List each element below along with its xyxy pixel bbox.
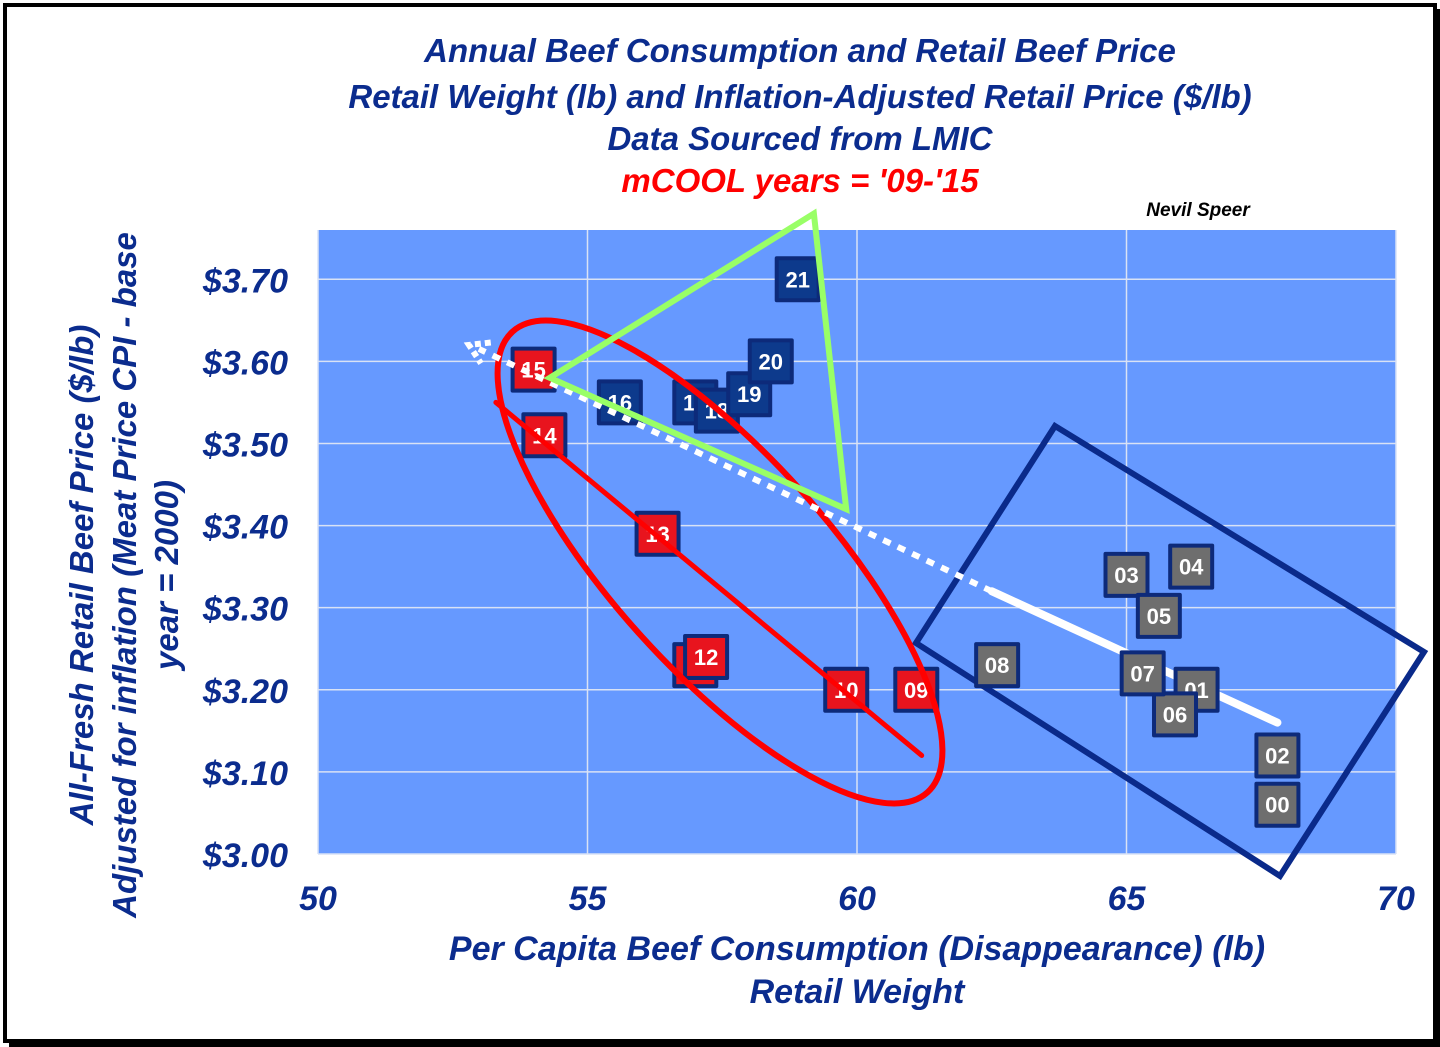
- point-marker: [978, 646, 1017, 685]
- point-label: 05: [1147, 604, 1171, 629]
- y-tick-label: $3.70: [202, 262, 288, 300]
- trend-arrow-head: [463, 339, 492, 365]
- mcool-trend-line: [493, 399, 925, 758]
- point-marker: [1258, 785, 1297, 824]
- point-label: 03: [1114, 563, 1138, 588]
- y-axis-title-1: All-Fresh Retail Beef Price ($/lb): [63, 325, 100, 827]
- y-tick-label: $3.10: [202, 755, 288, 793]
- x-axis-title-1: Per Capita Beef Consumption (Disappearan…: [449, 930, 1265, 968]
- early-years-box: [911, 421, 1429, 881]
- point-marker: [514, 350, 553, 389]
- point-marker: [778, 260, 817, 299]
- point-marker: [1107, 555, 1146, 594]
- point-marker: [687, 637, 726, 676]
- point-marker: [751, 342, 790, 381]
- point-marker: [1156, 695, 1195, 734]
- x-tick-label: 70: [1377, 880, 1415, 918]
- point-19: 19: [726, 371, 773, 418]
- author-credit: Nevil Speer: [1146, 200, 1251, 221]
- chart-title: Annual Beef Consumption and Retail Beef …: [423, 32, 1176, 69]
- point-05: 05: [1135, 592, 1182, 639]
- point-07: 07: [1119, 650, 1166, 697]
- point-00: 00: [1254, 781, 1301, 828]
- y-axis-title-3: year = 2000): [148, 480, 185, 672]
- y-axis-title-2: Adjusted for inflation (Meat Price CPI -…: [106, 232, 143, 919]
- x-tick-label: 65: [1108, 880, 1147, 918]
- point-20: 20: [747, 338, 794, 385]
- point-label: 07: [1130, 661, 1154, 686]
- point-06: 06: [1152, 691, 1199, 738]
- chart-subtitle-1: Retail Weight (lb) and Inflation-Adjuste…: [348, 78, 1251, 115]
- point-label: 21: [785, 267, 809, 292]
- y-tick-label: $3.30: [202, 591, 288, 629]
- point-label: 04: [1179, 555, 1204, 580]
- point-label: 02: [1265, 743, 1289, 768]
- point-label: 20: [759, 349, 783, 374]
- point-label: 00: [1265, 793, 1289, 818]
- y-tick-labels: $3.00 $3.10 $3.20 $3.30 $3.40 $3.50 $3.60 $3.70: [202, 262, 288, 875]
- point-12: 12: [683, 633, 730, 680]
- recent-years-triangle: [543, 208, 850, 515]
- point-label: 08: [985, 653, 1009, 678]
- point-marker: [1258, 736, 1297, 775]
- point-04: 04: [1168, 543, 1215, 590]
- y-tick-label: $3.50: [202, 426, 288, 464]
- point-08: 08: [974, 642, 1021, 689]
- point-marker: [1123, 654, 1162, 693]
- point-14: 14: [521, 412, 568, 459]
- mcool-note: mCOOL years = '09-'15: [621, 162, 979, 199]
- x-tick-label: 50: [299, 880, 337, 918]
- x-tick-labels: 50 55 60 65 70: [299, 880, 1415, 918]
- x-tick-label: 60: [838, 880, 876, 918]
- x-tick-label: 55: [569, 880, 608, 918]
- annotations-over: [463, 208, 994, 807]
- point-marker: [1172, 547, 1211, 586]
- point-21: 21: [774, 256, 821, 303]
- y-tick-label: $3.40: [202, 509, 288, 547]
- grid-lines: [317, 230, 1397, 855]
- point-label: 06: [1163, 702, 1187, 727]
- y-tick-label: $3.60: [202, 344, 288, 382]
- point-label: 12: [694, 645, 718, 670]
- y-tick-label: $3.00: [202, 837, 288, 875]
- point-03: 03: [1103, 551, 1150, 598]
- x-axis-title-2: Retail Weight: [750, 973, 966, 1011]
- y-tick-label: $3.20: [202, 673, 288, 711]
- point-02: 02: [1254, 732, 1301, 779]
- point-label: 19: [737, 382, 761, 407]
- point-marker: [1139, 596, 1178, 635]
- data-points: 0001020304050607080910111213141516171819…: [510, 256, 1301, 828]
- chart-subtitle-2: Data Sourced from LMIC: [607, 120, 993, 157]
